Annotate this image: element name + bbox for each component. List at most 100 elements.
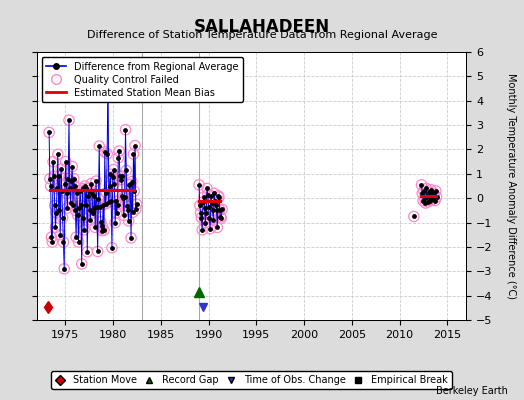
Point: [60, 266, 69, 272]
Point: [426, 198, 434, 204]
Point: [116, 176, 125, 183]
Point: [196, 210, 205, 216]
Point: [121, 126, 129, 133]
Point: [74, 239, 83, 245]
Point: [105, 199, 113, 205]
Point: [130, 188, 138, 194]
Point: [59, 239, 68, 245]
Point: [125, 182, 134, 188]
Point: [100, 227, 108, 234]
Point: [94, 196, 103, 202]
Point: [58, 188, 66, 194]
Point: [68, 163, 77, 170]
Point: [125, 182, 134, 188]
Point: [72, 234, 80, 240]
Point: [214, 192, 222, 199]
Point: [424, 199, 432, 205]
Point: [211, 198, 219, 204]
Point: [420, 195, 429, 201]
Point: [116, 176, 125, 183]
Point: [47, 183, 55, 189]
Point: [129, 151, 138, 157]
Point: [80, 227, 89, 233]
Point: [133, 201, 141, 207]
Point: [421, 200, 430, 206]
Point: [206, 226, 214, 232]
Point: [68, 163, 77, 170]
Point: [90, 205, 98, 211]
Point: [213, 224, 222, 231]
Point: [431, 198, 439, 204]
Point: [58, 188, 66, 194]
Point: [429, 196, 437, 202]
Point: [96, 218, 105, 225]
Point: [116, 173, 124, 179]
Point: [197, 214, 205, 221]
Point: [59, 239, 68, 245]
Point: [428, 191, 436, 198]
Point: [93, 203, 101, 210]
Text: SALLAHADEEN: SALLAHADEEN: [194, 18, 330, 36]
Point: [124, 206, 132, 213]
Point: [212, 207, 221, 214]
Point: [88, 190, 96, 196]
Point: [52, 210, 60, 216]
Point: [50, 202, 59, 209]
Point: [429, 190, 438, 196]
Point: [95, 143, 103, 149]
Point: [81, 183, 89, 189]
Point: [79, 214, 88, 221]
Point: [424, 189, 433, 195]
Point: [57, 166, 65, 172]
Point: [78, 261, 86, 267]
Point: [53, 151, 62, 158]
Point: [118, 193, 126, 199]
Point: [128, 209, 137, 216]
Point: [122, 167, 130, 174]
Point: [110, 166, 118, 173]
Point: [63, 205, 72, 211]
Point: [203, 191, 212, 198]
Point: [80, 227, 89, 233]
Point: [418, 190, 427, 196]
Point: [102, 201, 110, 207]
Point: [429, 196, 437, 202]
Point: [200, 194, 208, 200]
Point: [54, 207, 63, 214]
Point: [128, 209, 137, 216]
Point: [200, 194, 208, 200]
Point: [209, 217, 217, 223]
Y-axis label: Monthly Temperature Anomaly Difference (°C): Monthly Temperature Anomaly Difference (…: [507, 73, 517, 299]
Point: [61, 180, 69, 187]
Point: [218, 206, 226, 212]
Point: [422, 185, 430, 192]
Point: [108, 174, 117, 180]
Point: [215, 194, 223, 200]
Point: [107, 198, 115, 204]
Point: [204, 204, 213, 210]
Point: [76, 188, 84, 194]
Point: [47, 183, 55, 189]
Point: [215, 206, 224, 213]
Point: [423, 192, 431, 199]
Point: [418, 190, 427, 196]
Point: [201, 219, 210, 226]
Point: [127, 235, 135, 241]
Point: [85, 207, 94, 214]
Point: [53, 185, 61, 192]
Point: [73, 190, 81, 196]
Point: [85, 207, 94, 214]
Point: [200, 205, 209, 211]
Point: [86, 217, 95, 223]
Point: [101, 149, 109, 155]
Point: [108, 174, 117, 180]
Point: [96, 204, 104, 210]
Point: [101, 149, 109, 155]
Point: [122, 167, 130, 174]
Point: [209, 207, 217, 214]
Point: [427, 186, 435, 193]
Point: [73, 212, 82, 218]
Point: [419, 198, 427, 204]
Point: [424, 189, 433, 195]
Point: [195, 182, 203, 188]
